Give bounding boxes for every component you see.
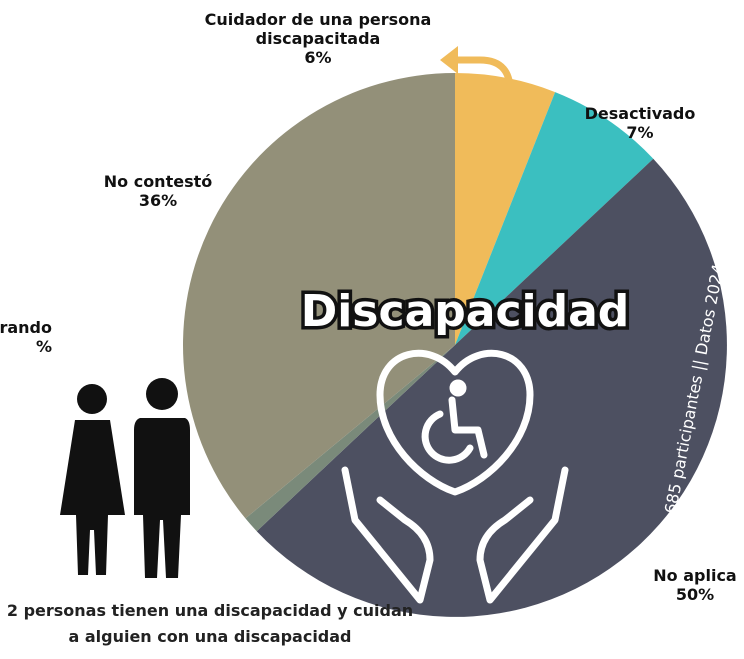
- value-label: 36%: [88, 191, 228, 210]
- category-label: Cuidador de una persona discapacitada: [188, 10, 448, 48]
- category-label: No contestó: [88, 172, 228, 191]
- value-label: 50%: [630, 585, 744, 604]
- slice-label: rando%: [0, 318, 52, 356]
- category-label: No aplica: [630, 566, 744, 585]
- value-label: 7%: [570, 123, 710, 142]
- infographic: Discapacidad 685 participantes || Datos …: [0, 0, 744, 659]
- chart-title: Discapacidad: [301, 286, 630, 337]
- chart: Discapacidad 685 participantes || Datos …: [0, 0, 744, 659]
- value-label: %: [0, 337, 52, 356]
- people-icon: [60, 378, 190, 578]
- category-label: rando: [0, 318, 52, 337]
- annotation: 2 personas tienen una discapacidad y cui…: [0, 598, 420, 650]
- value-label: 6%: [188, 48, 448, 67]
- category-label: Desactivado: [570, 104, 710, 123]
